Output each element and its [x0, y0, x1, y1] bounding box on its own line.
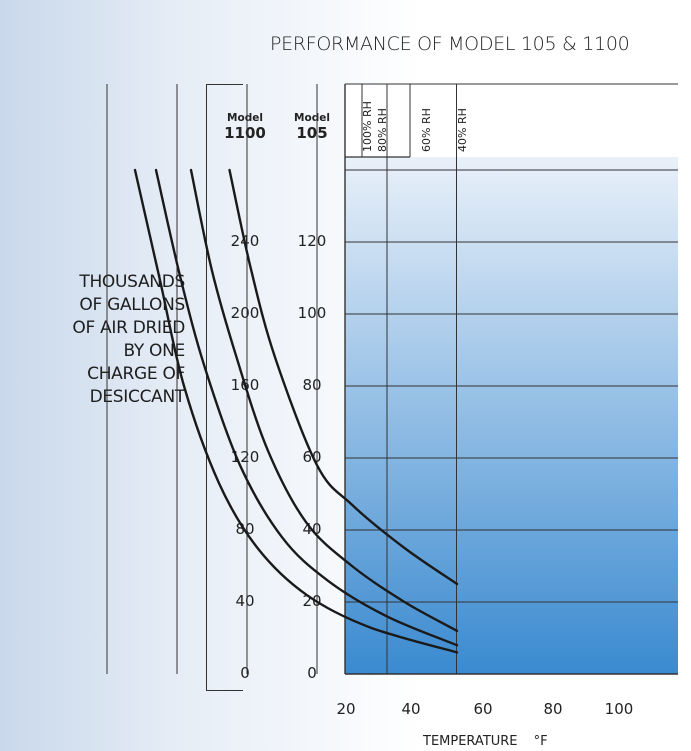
y-tick-label: 0 — [240, 664, 250, 682]
y-axis-label-line: BY ONE — [123, 341, 185, 361]
series-line — [189, 168, 459, 632]
column-header-small: Model — [294, 112, 330, 124]
series-lines — [133, 168, 459, 654]
y-axis-label-line: OF AIR DRIED — [72, 318, 185, 338]
plot-background — [345, 157, 678, 674]
x-axis-unit: °F — [533, 734, 548, 749]
series-label: 100% RH — [361, 101, 374, 152]
x-tick-label: 20 — [336, 700, 356, 718]
x-axis-label: TEMPERATURE °F — [423, 734, 548, 749]
header-band — [345, 84, 678, 157]
y-tick-label: 40 — [235, 592, 255, 610]
rh-labels: 100% RH 80% RH 60% RH 40% RH — [361, 101, 469, 152]
series-label: 80% RH — [376, 108, 389, 152]
series-label: 60% RH — [420, 108, 433, 152]
grid-lines — [106, 83, 678, 675]
column-header-small: Model — [227, 112, 263, 124]
x-tick-label: 100 — [604, 700, 634, 718]
y-axis-label-line: CHARGE OF — [87, 364, 185, 384]
column-header-big: 1100 — [224, 124, 266, 142]
y-tick-label: 200 — [230, 304, 260, 322]
y-axis-label: THOUSANDS OF GALLONS OF AIR DRIED BY ONE… — [0, 271, 185, 409]
y-axis-label-line: OF GALLONS — [79, 295, 185, 315]
y-tick-label: 0 — [307, 664, 317, 682]
x-axis-label-text: TEMPERATURE — [423, 734, 518, 749]
x-tick-label: 40 — [401, 700, 421, 718]
x-tick-label: 80 — [543, 700, 563, 718]
y-tick-label: 100 — [297, 304, 327, 322]
y-axis-bracket — [206, 84, 243, 691]
series-line — [228, 168, 459, 586]
column-header-model-105: Model 105 — [282, 112, 342, 142]
chart-title: PERFORMANCE OF MODEL 105 & 1100 — [270, 33, 630, 55]
series-line — [133, 168, 459, 654]
y-axis-label-line: DESICCANT — [89, 387, 186, 407]
series-line — [154, 168, 459, 647]
y-tick-label: 120 — [297, 232, 327, 250]
x-tick-label: 60 — [473, 700, 493, 718]
column-header-model-1100: Model 1100 — [215, 112, 275, 142]
series-label: 40% RH — [456, 108, 469, 152]
column-header-big: 105 — [296, 124, 328, 142]
